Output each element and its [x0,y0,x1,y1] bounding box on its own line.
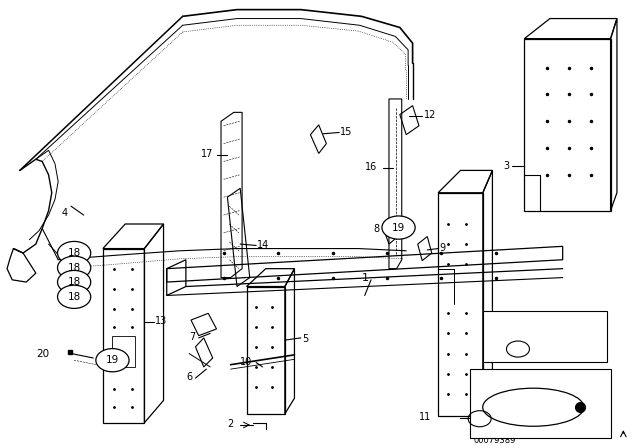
Text: 1: 1 [362,272,369,283]
Circle shape [58,241,91,265]
Text: 10: 10 [240,357,252,366]
Text: 19: 19 [392,223,405,233]
Text: 19: 19 [106,355,119,365]
Text: 12: 12 [424,110,436,120]
Circle shape [58,285,91,308]
Text: 6: 6 [186,372,192,382]
Text: 8: 8 [373,224,380,234]
Text: 7: 7 [189,332,195,341]
Text: 17: 17 [201,149,213,159]
Text: 18: 18 [67,248,81,258]
Text: 18: 18 [486,345,497,353]
FancyBboxPatch shape [483,311,607,362]
Text: 13: 13 [156,316,168,326]
Text: 18: 18 [67,263,81,273]
Text: 5: 5 [302,334,308,344]
Text: 3: 3 [504,161,509,171]
Text: 14: 14 [257,240,269,250]
Text: 16: 16 [365,162,378,172]
Circle shape [58,256,91,280]
Text: 9: 9 [440,243,445,253]
Text: 2: 2 [227,419,234,429]
Circle shape [58,271,91,294]
Text: 00079389: 00079389 [473,436,516,445]
Circle shape [382,216,415,239]
FancyBboxPatch shape [470,369,611,439]
Text: 18: 18 [67,277,81,287]
Text: 15: 15 [340,126,353,137]
Text: 19: 19 [486,318,497,327]
Circle shape [96,349,129,372]
Text: 11: 11 [419,412,431,422]
Text: 18: 18 [67,292,81,302]
Text: 20: 20 [36,349,49,358]
Text: 4: 4 [61,208,67,218]
